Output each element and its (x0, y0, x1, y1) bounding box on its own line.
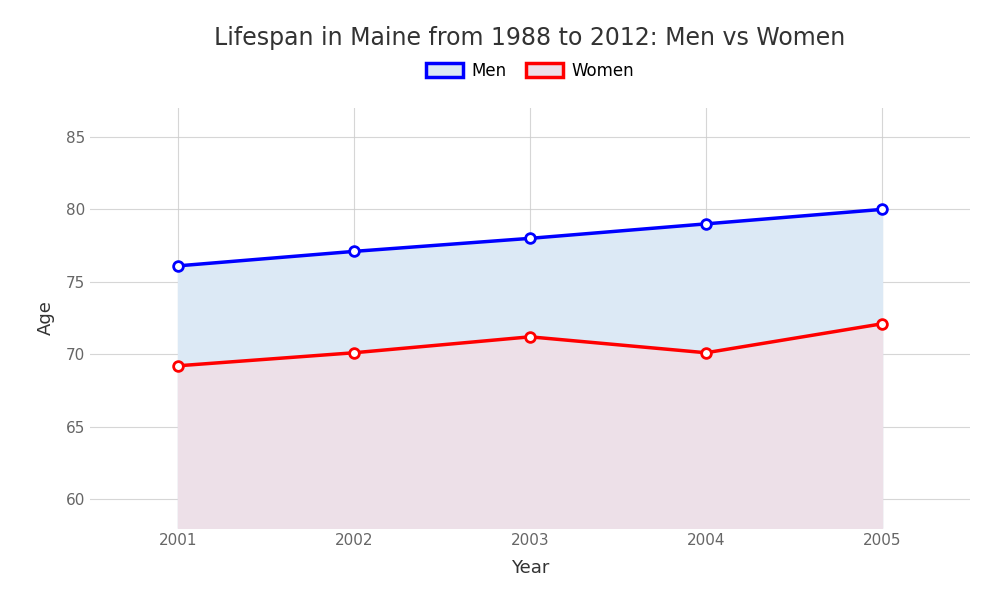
Title: Lifespan in Maine from 1988 to 2012: Men vs Women: Lifespan in Maine from 1988 to 2012: Men… (214, 26, 846, 50)
Y-axis label: Age: Age (37, 301, 55, 335)
Legend: Men, Women: Men, Women (426, 62, 634, 80)
X-axis label: Year: Year (511, 559, 549, 577)
